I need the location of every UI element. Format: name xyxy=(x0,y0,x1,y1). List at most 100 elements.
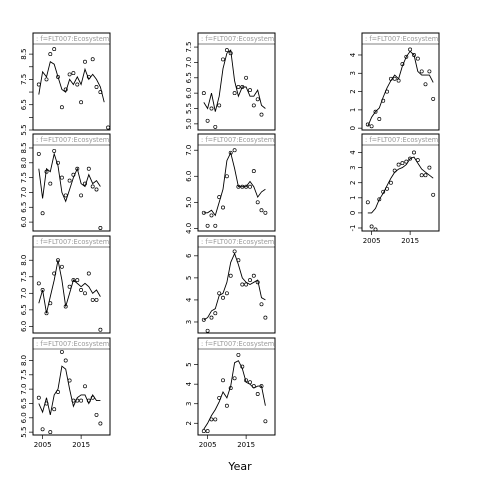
data-point xyxy=(209,106,214,111)
data-point xyxy=(205,429,210,434)
y-tick-label: 7.0 xyxy=(20,288,28,299)
data-point xyxy=(228,51,233,56)
data-point xyxy=(224,291,229,296)
data-point xyxy=(377,117,382,121)
data-point xyxy=(217,103,222,108)
data-point xyxy=(236,184,241,189)
strip-label: : f=FLT007:Ecosystem_20 xyxy=(201,340,286,348)
series-line xyxy=(38,152,101,203)
data-point xyxy=(98,327,103,332)
data-point xyxy=(232,376,237,381)
data-point xyxy=(232,91,237,96)
data-point xyxy=(79,288,84,292)
data-point xyxy=(75,398,80,403)
data-point xyxy=(248,184,252,189)
data-point xyxy=(251,103,256,108)
data-point xyxy=(369,224,374,229)
data-point xyxy=(59,105,64,110)
data-point xyxy=(381,98,386,103)
y-tick-label: 6.5 xyxy=(20,398,28,409)
y-tick-label: 4.0 xyxy=(185,223,193,234)
data-point xyxy=(431,96,436,101)
data-point xyxy=(56,258,60,263)
data-point xyxy=(56,160,60,165)
y-tick-label: 4 xyxy=(349,52,357,57)
data-point xyxy=(67,378,72,383)
data-point xyxy=(263,210,268,215)
data-point xyxy=(388,180,393,185)
data-point xyxy=(40,211,45,216)
strip-label: : f=FLT007:Ecosystem_20 xyxy=(201,136,286,144)
data-point xyxy=(40,427,45,432)
data-point xyxy=(396,162,401,167)
data-point xyxy=(255,200,260,205)
y-tick-label: 7.0 xyxy=(20,187,28,198)
data-point xyxy=(240,85,245,89)
data-point xyxy=(228,273,233,278)
data-point xyxy=(44,77,49,82)
data-point xyxy=(400,161,405,166)
data-point xyxy=(224,174,229,179)
data-point xyxy=(63,304,68,309)
data-point xyxy=(44,311,49,316)
data-point xyxy=(205,118,210,123)
data-point xyxy=(67,284,72,289)
panel-4: : f=FLT007:Ecosystem_20 4.0 5.0 6.0 7.0 xyxy=(185,133,286,234)
y-tick-label: 5 xyxy=(185,276,193,280)
data-point xyxy=(63,193,68,198)
data-point xyxy=(48,301,53,306)
y-tick-label: 4 xyxy=(349,150,357,155)
x-axis-label: Year xyxy=(227,460,252,473)
x-tick-label: 2005 xyxy=(199,441,217,449)
y-tick-label: 1 xyxy=(349,196,357,200)
y-tick-label: 5 xyxy=(185,362,193,366)
data-point xyxy=(396,78,401,83)
data-point xyxy=(44,169,49,174)
data-point xyxy=(217,291,222,296)
strip-label: : f=FLT007:Ecosystem_20 xyxy=(36,136,121,144)
data-point xyxy=(240,364,245,369)
data-point xyxy=(423,173,428,178)
strip-label: : f=FLT007:Ecosystem_20 xyxy=(36,35,121,43)
x-tick-label: 2005 xyxy=(363,237,381,245)
data-point xyxy=(228,386,233,391)
data-point xyxy=(201,317,206,322)
data-point xyxy=(236,258,241,263)
data-point xyxy=(365,200,370,205)
data-point xyxy=(427,165,432,170)
y-tick-label: 7.0 xyxy=(20,384,28,395)
panel-border xyxy=(361,32,440,131)
data-point xyxy=(232,148,237,153)
panel-border xyxy=(197,337,276,436)
data-point xyxy=(71,71,76,76)
panel-border xyxy=(32,235,111,334)
y-tick-label: 6.0 xyxy=(185,171,193,182)
data-point xyxy=(94,187,99,192)
data-point xyxy=(75,166,80,171)
y-tick-label: 7.5 xyxy=(20,271,28,282)
panel-border xyxy=(32,337,111,436)
data-point xyxy=(98,421,103,426)
data-point xyxy=(86,74,91,79)
panel-7: : f=FLT007:Ecosystem_20 3 4 5 6 xyxy=(185,235,276,334)
data-point xyxy=(52,47,57,52)
data-point xyxy=(213,417,218,422)
y-tick-label: 5.0 xyxy=(185,118,193,129)
panel-5: : f=FLT007:Ecosystem_20 -1 0 1 2 3 4 2005 2015 xyxy=(349,133,440,245)
series-line xyxy=(38,365,101,415)
data-point xyxy=(259,208,264,213)
y-tick-label: 2 xyxy=(185,421,193,425)
data-point xyxy=(52,148,57,153)
data-point xyxy=(90,395,95,400)
y-tick-label: 7.5 xyxy=(20,369,28,380)
data-point xyxy=(259,302,264,307)
data-point xyxy=(221,57,225,62)
data-point xyxy=(90,297,95,302)
series-line xyxy=(203,49,266,112)
y-tick-label: 8.5 xyxy=(20,49,28,60)
data-point xyxy=(83,181,87,186)
panel-grid: : f=FLT007:Ecosystem_205.56.57.58.5: f=F… xyxy=(20,32,440,449)
data-point xyxy=(244,282,249,287)
y-tick-label: 8.5 xyxy=(20,142,28,153)
data-point xyxy=(98,90,103,95)
